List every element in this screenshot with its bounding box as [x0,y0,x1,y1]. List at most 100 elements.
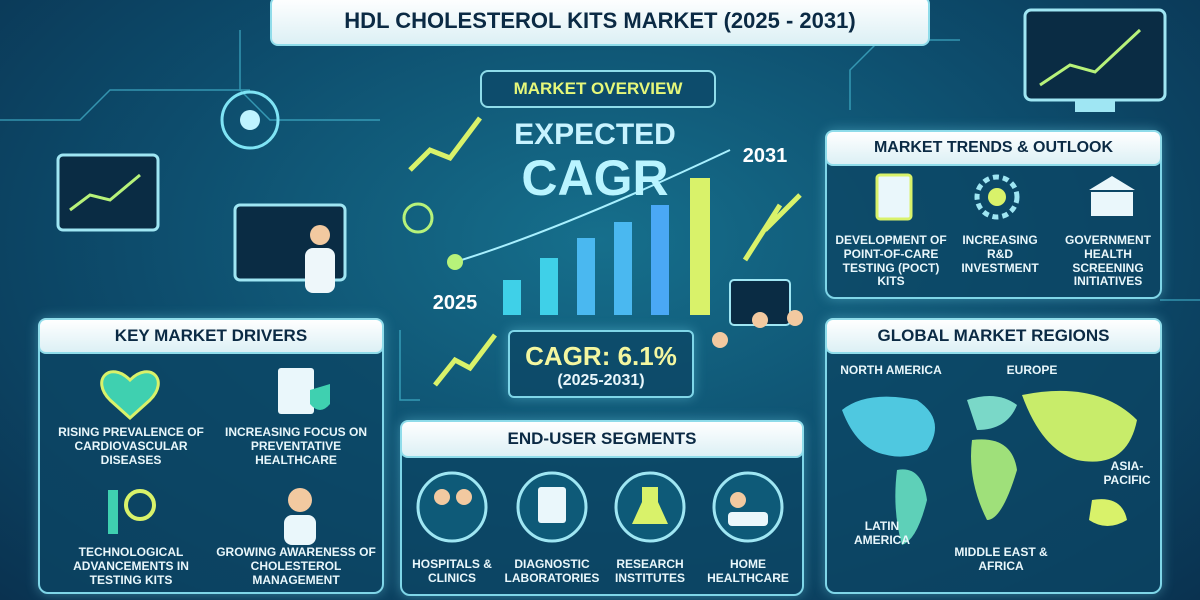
trend-item: DEVELOPMENT OF POINT-OF-CARE TESTING (PO… [835,233,947,289]
deco-bar [540,258,558,315]
deco-bar [690,178,710,315]
trend-item: INCREASING R&D INVESTMENT [961,233,1039,275]
region-label: LATIN AMERICA [854,519,910,547]
stand [1075,100,1115,112]
trends-header: MARKET TRENDS & OUTLOOK [825,130,1162,166]
map-latin-america [895,469,927,545]
drivers-panel: KEY MARKET DRIVERS RISING PREVALENCE OF … [38,318,384,594]
coin [402,202,434,234]
clipboard-icon [278,368,314,414]
person [787,310,803,326]
region-label: MIDDLE EAST & AFRICA [954,545,1048,573]
building-icon [1089,176,1135,216]
deco-bar [503,280,521,315]
expected-label: EXPECTED [514,118,676,151]
flask-icon [988,188,1006,206]
doctor-head [310,225,330,245]
circuit [239,30,380,121]
right-monitor [1023,8,1167,112]
segment-item: DIAGNOSTIC LABORATORIES [504,557,600,585]
start-year: 2025 [432,292,478,314]
cagr-box: CAGR: 6.1% (2025-2031) [508,330,694,398]
segment-item: HOME HEALTHCARE [707,557,789,585]
node [447,254,463,270]
cagr-word: CAGR [521,150,669,206]
segments-title: END-USER SEGMENTS [507,429,697,448]
shield-icon [310,384,330,410]
circuit [849,39,960,110]
circuit [399,330,420,401]
map-europe [967,396,1017,430]
driver-item: TECHNOLOGICAL ADVANCEMENTS IN TESTING KI… [73,545,189,587]
arrow [408,116,482,172]
regions-title: GLOBAL MARKET REGIONS [877,326,1110,345]
heart-icon [100,370,160,421]
arrow [742,193,802,262]
segment-item: RESEARCH INSTITUTES [614,557,685,585]
region-label: NORTH AMERICA [840,363,942,377]
cagr-period: (2025-2031) [557,372,645,389]
map-australia [1089,499,1127,526]
monitor [56,153,160,232]
magnifier-icon [124,489,156,521]
driver-item: RISING PREVALENCE OF CARDIOVASCULAR DISE… [58,425,204,467]
coat-icon [284,515,316,545]
growth-line [454,149,731,263]
regions-header: GLOBAL MARKET REGIONS [825,318,1162,354]
trend [1039,28,1142,87]
map-africa [971,439,1017,520]
hospital-icon [416,471,488,543]
drivers-header: KEY MARKET DRIVERS [38,318,384,354]
overview-pill: MARKET OVERVIEW [480,70,716,108]
trend-item: GOVERNMENT HEALTH SCREENING INITIATIVES [1064,233,1151,289]
clipboard [538,487,566,523]
trend-icons [875,173,1135,221]
deco-bar [614,222,632,315]
driver-item: INCREASING FOCUS ON PREVENTATIVE HEALTHC… [224,425,367,467]
tube-icon [108,490,118,534]
left-monitor [56,90,347,293]
trend [69,173,141,212]
center-chart [402,116,803,387]
regions-panel: GLOBAL MARKET REGIONS NORTH AMERICA EURO… [825,318,1162,594]
person [456,489,472,505]
cagr-value: CAGR: 6.1% [525,341,677,371]
flask [632,487,668,524]
bed [728,512,768,526]
gear-icon [974,174,1020,220]
person [730,492,746,508]
arrow [433,333,497,387]
deco-bar [577,238,595,315]
trends-title: MARKET TRENDS & OUTLOOK [873,139,1114,156]
region-label: EUROPE [1006,363,1058,377]
segment-icons [416,471,784,543]
segments-header: END-USER SEGMENTS [400,420,804,458]
segments-panel: END-USER SEGMENTS Hospitals & Clinics DI… [400,420,804,596]
circuit [0,89,250,121]
end-year: 2031 [742,145,788,167]
title: HDL CHOLESTEROL KITS MARKET (2025 - 2031… [344,8,856,33]
deco-bar [651,205,669,315]
target-core [240,110,260,130]
overview-title: MARKET OVERVIEW [513,79,683,98]
drivers-title: KEY MARKET DRIVERS [114,326,308,345]
person [712,332,728,348]
target [220,90,280,150]
world-map [842,390,1137,545]
map-north-america [842,396,935,457]
title-pill: HDL CHOLESTEROL KITS MARKET (2025 - 2031… [270,0,930,46]
trends-panel: MARKET TRENDS & OUTLOOK DEVELOPMENT OF P… [825,130,1162,299]
clipboard-icon [875,173,913,221]
home-icon [712,471,784,543]
map-asia [1022,390,1137,462]
region-label: ASIA-PACIFIC [1103,459,1151,487]
person [752,312,768,328]
segment-item: Hospitals & Clinics [412,557,492,585]
person [434,489,450,505]
doctor-icon [288,488,312,512]
driver-icons [100,368,330,545]
driver-item: GROWING AWARENESS OF CHOLESTEROL MANAGEM… [216,545,376,587]
